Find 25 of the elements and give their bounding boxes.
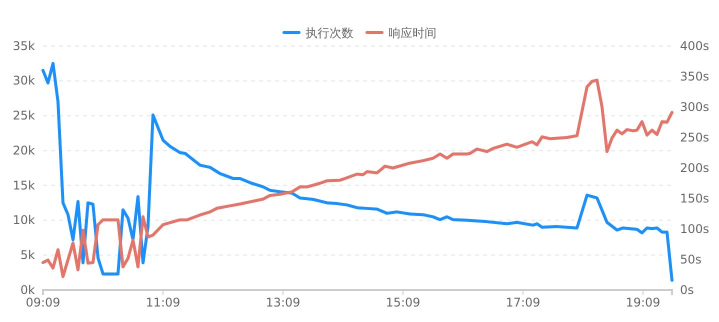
x-tick-label: 19:09 bbox=[626, 296, 660, 310]
y2-tick-label: 0s bbox=[680, 282, 694, 297]
x-tick-label: 15:09 bbox=[386, 296, 420, 310]
x-tick-label: 17:09 bbox=[506, 296, 540, 310]
y2-tick-label: 300s bbox=[680, 100, 710, 114]
y2-tick-label: 350s bbox=[680, 69, 710, 84]
y-tick-label: 20k bbox=[12, 143, 36, 158]
x-tick-label: 09:09 bbox=[26, 296, 60, 310]
y2-tick-label: 150s bbox=[680, 191, 710, 206]
y2-tick-label: 100s bbox=[680, 222, 710, 236]
y2-tick-label: 400s bbox=[680, 38, 710, 53]
y-tick-label: 5k bbox=[20, 248, 36, 262]
y-tick-label: 30k bbox=[12, 74, 36, 88]
y-tick-label: 15k bbox=[12, 178, 36, 192]
y2-tick-label: 200s bbox=[680, 160, 710, 175]
y2-tick-label: 50s bbox=[680, 252, 702, 266]
y2-tick-label: 250s bbox=[680, 130, 710, 144]
legend-label: 执行次数 bbox=[306, 26, 354, 40]
y-tick-label: 0k bbox=[20, 282, 36, 297]
legend-label: 响应时间 bbox=[388, 26, 436, 40]
x-tick-label: 13:09 bbox=[266, 296, 300, 310]
y-tick-label: 10k bbox=[12, 213, 36, 228]
y-tick-label: 35k bbox=[12, 38, 36, 53]
y-tick-label: 25k bbox=[12, 108, 36, 123]
x-tick-label: 11:09 bbox=[146, 296, 180, 310]
